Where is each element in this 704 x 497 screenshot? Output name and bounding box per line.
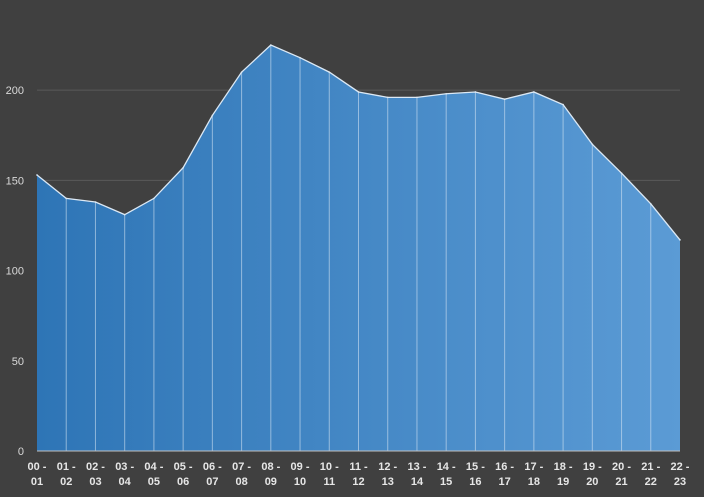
x-tick-label: 12 -13 (378, 461, 397, 488)
data-point (357, 91, 360, 93)
data-point (270, 44, 272, 46)
y-tick-label-50: 50 (12, 356, 24, 368)
data-point (503, 98, 506, 100)
data-point (679, 239, 681, 241)
data-point (562, 103, 564, 106)
x-tick-label: 22 -23 (671, 461, 690, 488)
x-tick-label: 02 -03 (86, 461, 105, 488)
data-point (65, 197, 68, 200)
x-tick-label: 20 -21 (612, 461, 631, 488)
x-tick-label: 03 -04 (115, 461, 134, 488)
data-point (533, 91, 535, 93)
x-tick-label: 13 -14 (407, 461, 426, 488)
x-tick-label: 00 -01 (28, 461, 47, 488)
data-point (182, 166, 184, 169)
y-tick-label-150: 150 (6, 175, 24, 187)
data-point (591, 143, 594, 146)
data-point (445, 92, 447, 95)
x-tick-label: 16 -17 (495, 461, 514, 488)
y-tick-label-200: 200 (6, 85, 24, 97)
x-tick-label: 15 -16 (466, 461, 485, 488)
data-point (328, 71, 331, 73)
x-tick-label: 19 -20 (583, 461, 602, 488)
data-point (240, 71, 243, 73)
y-tick-label-0: 0 (18, 446, 24, 458)
data-point (474, 91, 477, 93)
data-point (123, 213, 126, 216)
y-axis-ticks: 0 50 100 150 200 (6, 85, 24, 458)
data-point (386, 96, 389, 99)
x-tick-label: 05 -06 (174, 461, 193, 488)
data-point (620, 172, 623, 174)
x-tick-label: 04 -05 (144, 461, 163, 488)
x-tick-label: 08 -09 (261, 461, 280, 488)
x-tick-label: 10 -11 (320, 461, 339, 488)
data-point (416, 96, 418, 99)
y-tick-label-100: 100 (6, 266, 24, 278)
data-point (36, 174, 38, 176)
data-point (153, 197, 155, 200)
x-tick-label: 09 -10 (291, 461, 310, 488)
data-point (649, 203, 652, 205)
x-tick-label: 06 -07 (203, 461, 222, 488)
x-tick-label: 07 -08 (232, 461, 251, 488)
x-tick-label: 21 -22 (641, 461, 660, 488)
area-series (36, 44, 681, 451)
data-point (211, 114, 214, 117)
x-tick-label: 11 -12 (349, 461, 368, 488)
x-tick-label: 18 -19 (554, 461, 573, 488)
x-tick-label: 14 -15 (437, 461, 456, 488)
data-point (94, 201, 97, 203)
x-tick-label: 01 -02 (57, 461, 76, 488)
data-point (299, 56, 301, 59)
x-axis-ticks: 00 -01 01 -02 02 -03 03 -04 04 -05 05 -06 06 -… (28, 461, 690, 488)
x-tick-label: 17 -18 (524, 461, 543, 488)
